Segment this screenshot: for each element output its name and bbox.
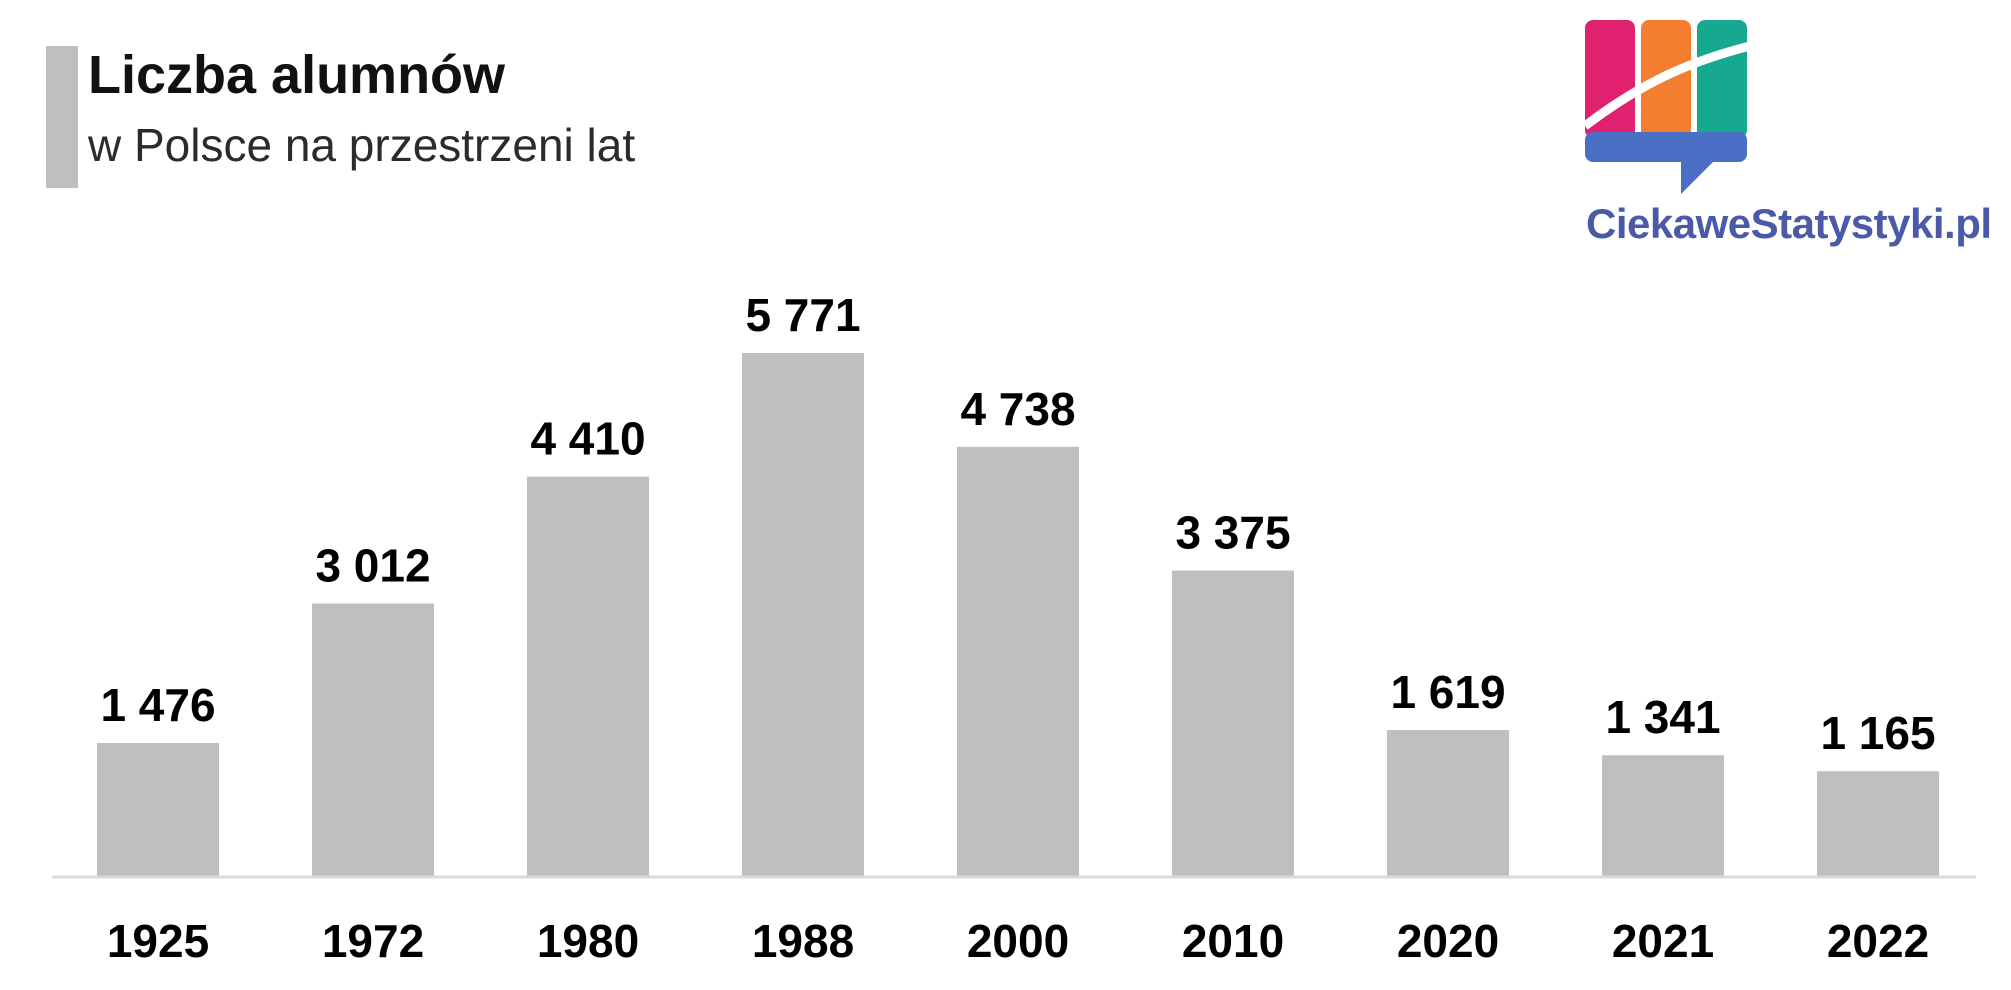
- bars-group: [97, 353, 1939, 877]
- value-label-2000: 4 738: [960, 383, 1075, 435]
- ciekawestatystyki-logo-icon: [1585, 20, 1752, 194]
- value-label-2020: 1 619: [1390, 666, 1505, 718]
- bar-2000: [957, 446, 1079, 877]
- x-tick-label-2000: 2000: [967, 915, 1069, 967]
- chart-title: Liczba alumnów: [88, 45, 506, 105]
- value-label-1980: 4 410: [530, 413, 645, 465]
- x-tick-label-2021: 2021: [1612, 915, 1714, 967]
- logo-white-curve: [1585, 41, 1752, 130]
- logo-pink-segment: [1585, 20, 1635, 138]
- x-tick-label-2022: 2022: [1827, 915, 1929, 967]
- x-tick-label-1925: 1925: [107, 915, 209, 967]
- value-label-2021: 1 341: [1605, 691, 1720, 743]
- chart-subtitle: w Polsce na przestrzeni lat: [88, 119, 636, 171]
- bar-2010: [1172, 570, 1294, 877]
- value-label-1988: 5 771: [745, 289, 860, 341]
- x-tick-labels-group: 1925 1972 1980 1988 2000 2010 2020 2021 2022: [107, 915, 1929, 967]
- x-tick-label-1980: 1980: [537, 915, 639, 967]
- value-labels-group: 1 476 3 012 4 410 5 771 4 738 3 375 1 619 1 341…: [100, 289, 1935, 759]
- bar-2022: [1817, 771, 1939, 877]
- bar-2020: [1387, 729, 1509, 877]
- value-label-2010: 3 375: [1175, 507, 1290, 559]
- bar-1925: [97, 742, 219, 877]
- x-tick-label-2020: 2020: [1397, 915, 1499, 967]
- bar-1980: [527, 476, 649, 877]
- bar-2021: [1602, 755, 1724, 877]
- x-tick-label-1988: 1988: [752, 915, 854, 967]
- bar-1972: [312, 603, 434, 877]
- value-label-1972: 3 012: [315, 540, 430, 592]
- x-tick-label-2010: 2010: [1182, 915, 1284, 967]
- logo-text: CiekaweStatystyki.pl: [1586, 200, 1992, 247]
- value-label-2022: 1 165: [1820, 707, 1935, 759]
- title-accent-bar: [46, 46, 78, 188]
- bar-1988: [742, 353, 864, 877]
- logo-blue-base: [1585, 132, 1747, 162]
- x-tick-label-1972: 1972: [322, 915, 424, 967]
- logo-blue-tail: [1681, 160, 1715, 194]
- value-label-1925: 1 476: [100, 679, 215, 731]
